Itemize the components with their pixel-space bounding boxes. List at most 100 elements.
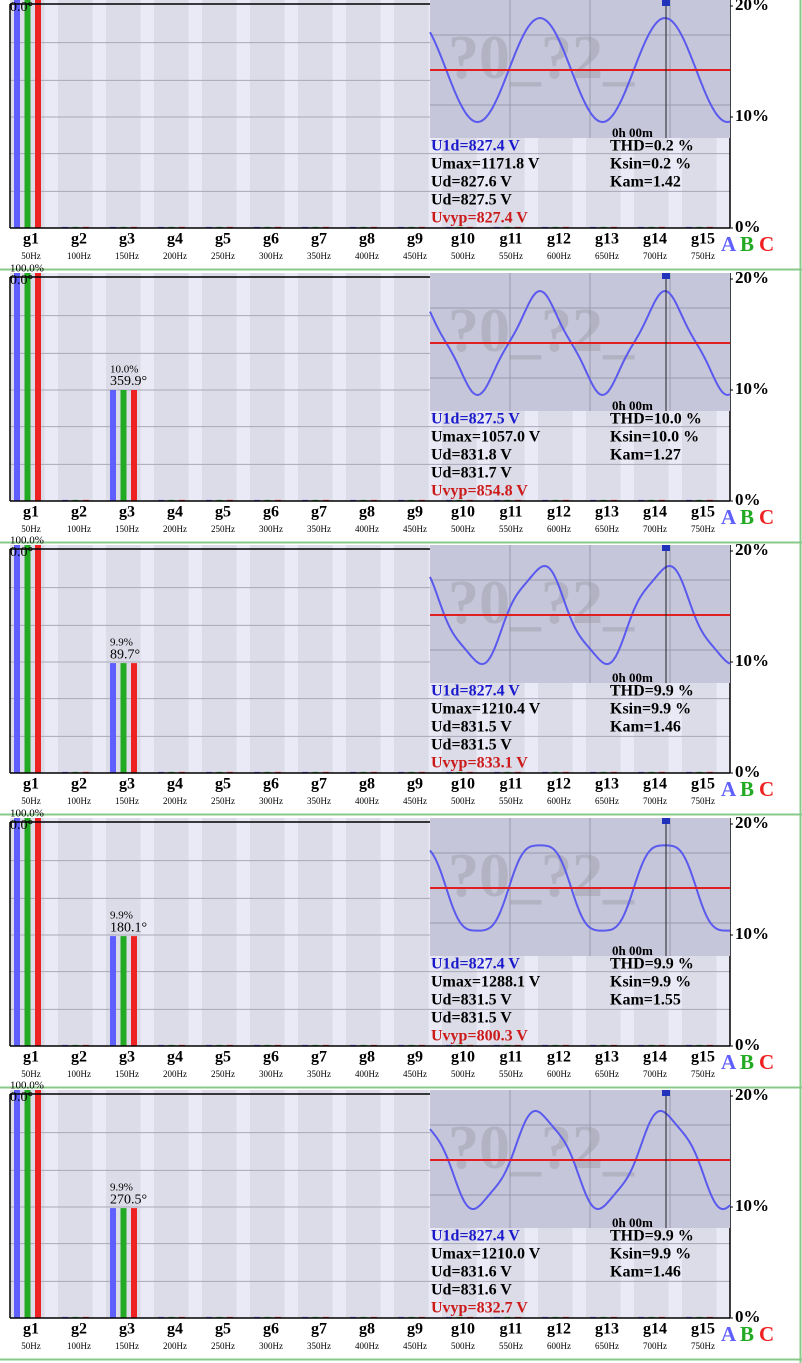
time-label: 0h 00m xyxy=(612,670,653,685)
x-tick-label: g3 xyxy=(119,504,135,521)
frequency-label: 550Hz xyxy=(499,1341,523,1351)
x-tick-label: g9 xyxy=(407,1049,423,1066)
bar-percent-label: 9.9% xyxy=(110,1182,133,1194)
stat: THD=9.9 % xyxy=(610,956,694,973)
band-light xyxy=(188,545,202,773)
bar-phase-label: 0.0° xyxy=(10,545,33,560)
x-tick-label: g10 xyxy=(451,776,475,793)
stat: Ksin=0.2 % xyxy=(610,156,691,173)
frequency-label: 350Hz xyxy=(307,524,331,534)
legend-entry: C xyxy=(759,1050,774,1074)
x-tick-label: g15 xyxy=(691,504,715,521)
stat: THD=9.9 % xyxy=(610,683,694,700)
bar-percent-label: 10.0% xyxy=(110,364,138,376)
x-tick-label: g2 xyxy=(71,1321,87,1338)
band-light xyxy=(380,1090,394,1318)
x-tick-label: g4 xyxy=(167,776,183,793)
band-light xyxy=(332,273,346,501)
frequency-label: 400Hz xyxy=(355,1341,379,1351)
x-tick-label: g8 xyxy=(359,504,375,521)
frequency-label: 250Hz xyxy=(211,1069,235,1079)
bar xyxy=(35,545,41,773)
x-tick-label: g5 xyxy=(215,504,231,521)
x-tick-label: g14 xyxy=(643,504,667,521)
x-tick-label: g5 xyxy=(215,1321,231,1338)
frequency-label: 500Hz xyxy=(451,524,475,534)
frequency-label: 450Hz xyxy=(403,796,427,806)
x-tick-label: g10 xyxy=(451,504,475,521)
cursor-marker xyxy=(662,1090,670,1096)
frequency-label: 650Hz xyxy=(595,1341,619,1351)
band-light xyxy=(284,273,298,501)
y-tick-label: 0% xyxy=(735,1307,761,1326)
stat: Ud=831.8 V xyxy=(431,447,512,464)
band-light xyxy=(380,273,394,501)
stat: Ud=831.6 V xyxy=(431,1264,512,1281)
x-tick-label: g11 xyxy=(499,1321,522,1338)
bar xyxy=(14,545,20,773)
y-tick-label: 20% xyxy=(735,540,769,559)
x-tick-label: g13 xyxy=(595,231,619,248)
frequency-label: 50Hz xyxy=(21,251,41,261)
legend-entry: B xyxy=(740,232,754,256)
y-tick-label: 10% xyxy=(735,651,769,670)
y-tick-label: 0% xyxy=(735,1035,761,1054)
frequency-label: 400Hz xyxy=(355,524,379,534)
legend-entry: C xyxy=(759,505,774,529)
bar xyxy=(14,818,20,1046)
band-light xyxy=(92,1090,106,1318)
x-tick-label: g11 xyxy=(499,504,522,521)
time-label: 0h 00m xyxy=(612,398,653,413)
legend-entry: B xyxy=(740,777,754,801)
y-tick-label: 20% xyxy=(735,268,769,287)
frequency-label: 200Hz xyxy=(163,524,187,534)
frequency-label: 150Hz xyxy=(115,251,139,261)
band-light xyxy=(332,1090,346,1318)
stat: U1d=827.4 V xyxy=(431,956,520,973)
x-tick-label: g13 xyxy=(595,1049,619,1066)
legend-entry: A xyxy=(721,1322,737,1346)
stat: U1d=827.5 V xyxy=(431,411,520,428)
band-light xyxy=(140,818,154,1046)
bar xyxy=(120,390,127,501)
bar-phase-label: 0.0° xyxy=(10,1090,33,1105)
legend-entry: A xyxy=(721,777,737,801)
bar-phase-label: 270.5° xyxy=(110,1192,147,1207)
bar-percent-label: 100.0% xyxy=(10,1080,44,1092)
x-tick-label: g7 xyxy=(311,1049,327,1066)
x-tick-label: g3 xyxy=(119,776,135,793)
x-tick-label: g6 xyxy=(263,1321,279,1338)
band-light xyxy=(236,818,250,1046)
y-tick-label: 20% xyxy=(735,1085,769,1104)
frequency-label: 150Hz xyxy=(115,1341,139,1351)
waveform xyxy=(429,289,731,397)
x-tick-label: g9 xyxy=(407,504,423,521)
x-tick-label: g15 xyxy=(691,776,715,793)
band-light xyxy=(44,0,58,228)
x-tick-label: g8 xyxy=(359,1049,375,1066)
frequency-label: 200Hz xyxy=(163,796,187,806)
stat: Ud=831.6 V xyxy=(431,1282,512,1299)
frequency-label: 100Hz xyxy=(67,796,91,806)
band-light xyxy=(92,818,106,1046)
y-tick-label: 0% xyxy=(735,490,761,509)
cursor-marker xyxy=(662,545,670,551)
frequency-label: 150Hz xyxy=(115,796,139,806)
frequency-label: 50Hz xyxy=(21,524,41,534)
band-light xyxy=(140,0,154,228)
stat: Umax=1171.8 V xyxy=(431,156,540,173)
panel: 100.0%0.0° 9.9%270.5° ?0_?2_ 0h 00m U1d=827.… xyxy=(0,1080,802,1361)
frequency-label: 750Hz xyxy=(691,524,715,534)
frequency-label: 50Hz xyxy=(21,1341,41,1351)
time-label: 0h 00m xyxy=(612,943,653,958)
stat: Uvyp=854.8 V xyxy=(431,483,528,500)
x-tick-label: g9 xyxy=(407,776,423,793)
x-tick-label: g4 xyxy=(167,504,183,521)
cursor-marker xyxy=(662,818,670,824)
frequency-label: 350Hz xyxy=(307,251,331,261)
frequency-label: 300Hz xyxy=(259,796,283,806)
bar-percent-label: 100.0% xyxy=(10,263,44,275)
bar-percent-label: 100.0% xyxy=(10,535,44,547)
stat: Umax=1210.4 V xyxy=(431,701,541,718)
x-tick-label: g12 xyxy=(547,1321,571,1338)
